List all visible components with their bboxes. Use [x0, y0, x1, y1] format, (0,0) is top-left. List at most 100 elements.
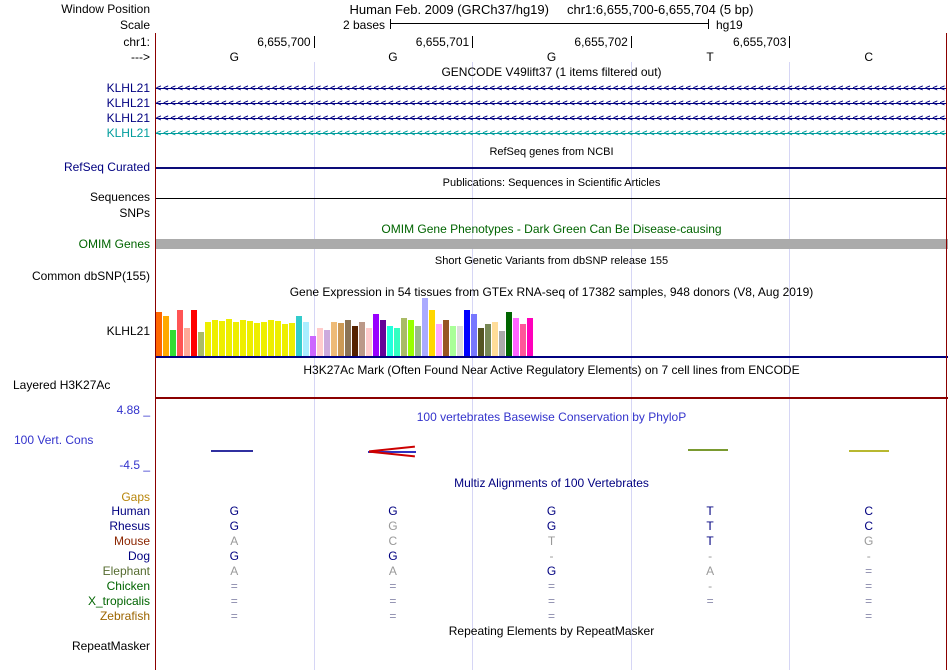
refseq-curated-label[interactable]: RefSeq Curated: [63, 160, 150, 174]
gene-label[interactable]: KLHL21: [106, 126, 150, 140]
species-label[interactable]: Dog: [127, 549, 150, 563]
publications-track-title[interactable]: Publications: Sequences in Scientific Ar…: [442, 177, 661, 189]
gtex-bar[interactable]: [324, 330, 330, 356]
gtex-bar[interactable]: [261, 322, 267, 356]
gencode-track-title[interactable]: GENCODE V49lift37 (1 items filtered out): [441, 65, 662, 79]
gtex-bar[interactable]: [177, 310, 183, 356]
gtex-bar[interactable]: [401, 318, 407, 356]
species-label[interactable]: Chicken: [106, 579, 150, 593]
gtex-bar[interactable]: [338, 323, 344, 356]
gtex-bar[interactable]: [254, 323, 260, 356]
gtex-bar[interactable]: [289, 323, 295, 356]
gtex-bar[interactable]: [247, 321, 253, 356]
gtex-bar[interactable]: [436, 324, 442, 356]
gene-arrow-line[interactable]: <<<<<<<<<<<<<<<<<<<<<<<<<<<<<<<<<<<<<<<<…: [156, 113, 947, 123]
gtex-bar[interactable]: [240, 320, 246, 356]
sequences-label[interactable]: Sequences: [89, 190, 150, 204]
omim-track-title[interactable]: OMIM Gene Phenotypes - Dark Green Can Be…: [381, 222, 722, 236]
gtex-bar[interactable]: [373, 314, 379, 356]
gtex-bar[interactable]: [184, 328, 190, 356]
gtex-bar[interactable]: [471, 314, 477, 356]
snps-label[interactable]: SNPs: [119, 206, 150, 220]
dbsnp-track-title[interactable]: Short Genetic Variants from dbSNP releas…: [434, 255, 669, 267]
gtex-bar[interactable]: [191, 310, 197, 356]
gtex-gene-label[interactable]: KLHL21: [106, 324, 150, 338]
gtex-bar[interactable]: [387, 326, 393, 356]
alignment-base: =: [389, 579, 397, 593]
gtex-bar[interactable]: [296, 316, 302, 356]
phylop-label[interactable]: 100 Vert. Cons: [14, 433, 94, 447]
scale-label: Scale: [119, 18, 150, 32]
repeatmasker-track-title[interactable]: Repeating Elements by RepeatMasker: [448, 624, 655, 638]
species-label[interactable]: Zebrafish: [99, 609, 150, 623]
gene-label[interactable]: KLHL21: [106, 96, 150, 110]
gtex-bar[interactable]: [478, 328, 484, 356]
gtex-bar[interactable]: [464, 310, 470, 356]
gtex-bar[interactable]: [443, 320, 449, 356]
species-label[interactable]: Rhesus: [109, 519, 150, 533]
gtex-bar[interactable]: [506, 312, 512, 356]
species-label[interactable]: Human: [111, 504, 150, 518]
gtex-bar[interactable]: [429, 310, 435, 356]
alignment-base: A: [230, 534, 239, 548]
gtex-bar[interactable]: [352, 326, 358, 356]
gaps-label[interactable]: Gaps: [121, 490, 150, 504]
gene-arrow-line[interactable]: <<<<<<<<<<<<<<<<<<<<<<<<<<<<<<<<<<<<<<<<…: [156, 83, 947, 93]
gtex-bar[interactable]: [457, 326, 463, 356]
alignment-base: T: [706, 504, 714, 518]
gtex-bar[interactable]: [156, 312, 162, 356]
gtex-bar[interactable]: [499, 331, 505, 356]
gtex-bar[interactable]: [303, 322, 309, 356]
species-label[interactable]: Elephant: [102, 564, 150, 578]
gtex-bar[interactable]: [450, 326, 456, 356]
omim-gene-item[interactable]: [155, 239, 948, 249]
gtex-bar[interactable]: [219, 321, 225, 356]
gtex-bar[interactable]: [408, 320, 414, 356]
gtex-bar[interactable]: [275, 321, 281, 356]
gene-label[interactable]: KLHL21: [106, 81, 150, 95]
species-label[interactable]: X_tropicalis: [87, 594, 150, 608]
gtex-bar[interactable]: [394, 328, 400, 356]
gtex-bar[interactable]: [492, 322, 498, 356]
omim-genes-label[interactable]: OMIM Genes: [78, 237, 150, 251]
phylop-track-title[interactable]: 100 vertebrates Basewise Conservation by…: [416, 410, 687, 424]
gtex-bar[interactable]: [485, 324, 491, 356]
alignment-base: T: [547, 534, 556, 548]
repeatmasker-label[interactable]: RepeatMasker: [71, 639, 150, 653]
gtex-bar[interactable]: [212, 320, 218, 356]
gtex-bar[interactable]: [345, 320, 351, 356]
h3k27ac-label[interactable]: Layered H3K27Ac: [13, 378, 111, 392]
gtex-bar[interactable]: [380, 320, 386, 356]
gtex-bar[interactable]: [226, 319, 232, 356]
gene-arrow-line[interactable]: <<<<<<<<<<<<<<<<<<<<<<<<<<<<<<<<<<<<<<<<…: [156, 128, 947, 138]
gtex-bar[interactable]: [205, 322, 211, 356]
gtex-bar[interactable]: [513, 318, 519, 356]
gtex-bar[interactable]: [422, 298, 428, 356]
dbsnp-label[interactable]: Common dbSNP(155): [31, 269, 150, 283]
gtex-bar[interactable]: [317, 328, 323, 356]
gtex-bar[interactable]: [198, 332, 204, 356]
gtex-bar[interactable]: [366, 328, 372, 356]
gtex-bar[interactable]: [268, 320, 274, 356]
refseq-track-title[interactable]: RefSeq genes from NCBI: [489, 146, 614, 158]
right-window-separator[interactable]: [946, 33, 947, 670]
gtex-bar[interactable]: [233, 322, 239, 356]
h3k27ac-track-title[interactable]: H3K27Ac Mark (Often Found Near Active Re…: [303, 363, 800, 377]
multiz-track-title[interactable]: Multiz Alignments of 100 Vertebrates: [454, 476, 649, 490]
gtex-bar[interactable]: [520, 324, 526, 356]
gene-label[interactable]: KLHL21: [106, 111, 150, 125]
gtex-track-title[interactable]: Gene Expression in 54 tissues from GTEx …: [289, 285, 814, 299]
gene-arrow-line[interactable]: <<<<<<<<<<<<<<<<<<<<<<<<<<<<<<<<<<<<<<<<…: [156, 98, 947, 108]
gtex-bar[interactable]: [359, 322, 365, 356]
gtex-bar[interactable]: [415, 326, 421, 356]
species-label[interactable]: Mouse: [113, 534, 150, 548]
sequences-item[interactable]: [156, 198, 947, 199]
left-window-separator[interactable]: [155, 33, 156, 670]
gtex-bar[interactable]: [170, 330, 176, 356]
gtex-bar[interactable]: [282, 324, 288, 356]
refseq-curated-item[interactable]: [156, 167, 947, 169]
gtex-bar[interactable]: [527, 318, 533, 356]
gtex-bar[interactable]: [310, 336, 316, 356]
gtex-bar[interactable]: [163, 316, 169, 356]
gtex-bar[interactable]: [331, 322, 337, 356]
